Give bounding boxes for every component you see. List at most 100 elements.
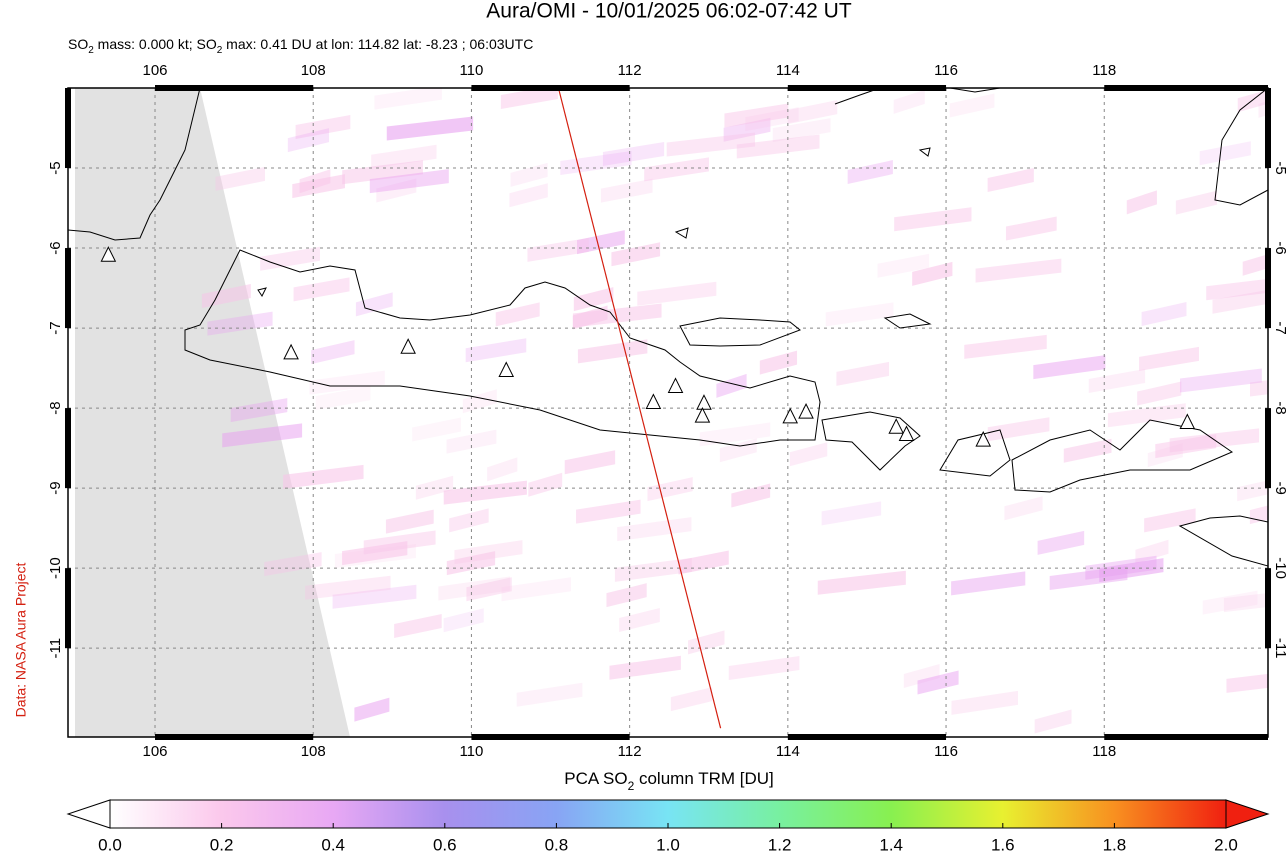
so2-pixel [1155, 434, 1217, 459]
so2-pixel [699, 422, 771, 447]
so2-pixel [644, 157, 709, 182]
so2-pixel [723, 117, 771, 142]
so2-pixel [576, 499, 641, 524]
so2-pixel [376, 178, 417, 203]
so2-pixel [877, 253, 930, 278]
so2-pixel [305, 575, 391, 600]
so2-pixel [342, 541, 408, 566]
so2-pixel [527, 237, 589, 262]
so2-pixel [1249, 380, 1268, 397]
so2-pixel [443, 608, 484, 633]
so2-pixel [1049, 565, 1128, 590]
so2-pixel [836, 361, 890, 386]
orbit-track [557, 88, 722, 729]
colorbar-label: PCA SO2 column TRM [DU] [564, 769, 774, 793]
so2-pixel [1126, 190, 1157, 215]
so2-pixel [893, 89, 925, 114]
colorbar-label-part: PCA SO [564, 769, 627, 788]
so2-pixel [500, 88, 558, 110]
so2-pixel [332, 584, 417, 609]
colorbar-tick-label: 0.0 [98, 835, 122, 854]
coast-sumba [1178, 515, 1268, 567]
so2-pixel [355, 292, 393, 317]
lat-tick-label: -7 [1272, 321, 1288, 334]
map-area [68, 88, 1268, 737]
colorbar-tick-label: 1.0 [656, 835, 680, 854]
so2-pixel [1212, 289, 1268, 314]
so2-pixel [573, 287, 614, 312]
subtitle-sub: 2 [88, 45, 94, 56]
so2-pixel [295, 115, 351, 140]
colorbar-tick-label: 0.6 [433, 835, 457, 854]
so2-pixel [606, 583, 647, 608]
so2-pixel [495, 302, 540, 327]
so2-pixel [1139, 346, 1199, 371]
subtitle-part: max: 0.41 DU at lon: 114.82 lat: -8.23 ;… [222, 36, 533, 52]
coast-madura [679, 317, 801, 347]
coast-lombok [939, 429, 1011, 477]
so2-pixel [912, 261, 953, 286]
so2-pixel [617, 517, 692, 542]
colorbar-over [1225, 799, 1270, 829]
volcano [283, 343, 299, 360]
so2-pixel [446, 551, 496, 576]
so2-pixel [315, 386, 371, 411]
so2-pixel [354, 697, 390, 722]
so2-pixel [637, 281, 717, 306]
lat-tick-label: -8 [1272, 401, 1288, 414]
so2-pixel [1135, 539, 1169, 564]
volcano [798, 402, 814, 419]
lon-tick-label: 114 [776, 62, 800, 79]
so2-pixel [728, 656, 800, 681]
volcano [498, 361, 515, 377]
so2-pixel [446, 429, 497, 454]
subtitle-sub: 2 [217, 45, 223, 56]
so2-pixel [821, 501, 882, 526]
coast-java [184, 249, 821, 447]
frame-bar [471, 85, 630, 91]
volcano [975, 430, 992, 447]
so2-pixel [465, 338, 527, 363]
so2-pixel [847, 160, 893, 185]
so2-pixel [466, 577, 512, 602]
frame-bar [65, 88, 71, 169]
so2-pixel [564, 450, 616, 475]
so2-pixel [825, 302, 894, 327]
lon-tick-label: 114 [776, 743, 800, 760]
volcano [696, 394, 712, 410]
lat-tick-label: -11 [1272, 638, 1288, 659]
coast-sumbawa [1011, 419, 1234, 493]
so2-pixel [1005, 216, 1057, 241]
so2-pixel [1237, 480, 1268, 502]
volcano [100, 246, 117, 262]
lon-tick-label: 112 [618, 62, 642, 79]
so2-pixel [487, 457, 518, 482]
volcano [782, 407, 799, 424]
so2-pixel [1242, 254, 1268, 276]
subtitle-part: mass: 0.000 kt; SO [94, 36, 217, 52]
so2-pixel [1063, 438, 1112, 463]
so2-pixel [724, 103, 789, 128]
lon-tick-label: 106 [142, 62, 167, 79]
so2-pixel [903, 663, 940, 688]
so2-pixel [1199, 141, 1251, 166]
so2-pixel [287, 128, 330, 153]
so2-pixel [462, 389, 497, 414]
so2-pixel [528, 472, 563, 497]
so2-pixel [394, 614, 442, 639]
so2-pixel [619, 608, 660, 633]
so2-pixel [951, 690, 1019, 715]
colorbar-label-part: column TRM [DU] [634, 769, 774, 788]
so2-pixel [789, 442, 828, 467]
so2-pixel [1004, 496, 1043, 521]
so2-pixel [716, 373, 747, 398]
colorbar-label-sub: 2 [628, 779, 635, 793]
lon-tick-label: 106 [142, 743, 167, 760]
frame-bar [471, 734, 630, 740]
so2-pixel [1223, 593, 1268, 613]
so2-pixel [964, 334, 1047, 359]
lat-tick-label: -8 [47, 401, 64, 414]
so2-pixel [222, 423, 303, 448]
frame-bar [787, 734, 947, 740]
